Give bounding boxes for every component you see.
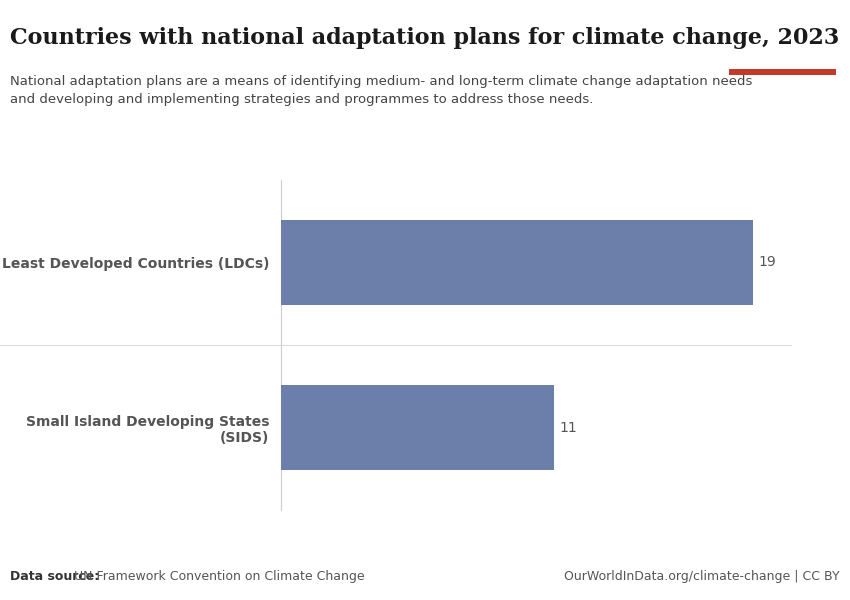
Bar	[280, 385, 554, 470]
Text: Data source:: Data source:	[10, 570, 99, 583]
Bar	[280, 220, 753, 305]
Text: 19: 19	[758, 256, 776, 269]
Text: Our World
in Data: Our World in Data	[749, 22, 816, 52]
Text: Countries with national adaptation plans for climate change, 2023: Countries with national adaptation plans…	[10, 27, 840, 49]
Text: OurWorldInData.org/climate-change | CC BY: OurWorldInData.org/climate-change | CC B…	[564, 570, 840, 583]
Text: 11: 11	[559, 421, 577, 434]
Text: UN Framework Convention on Climate Change: UN Framework Convention on Climate Chang…	[70, 570, 365, 583]
Text: National adaptation plans are a means of identifying medium- and long-term clima: National adaptation plans are a means of…	[10, 75, 752, 106]
Bar	[729, 69, 836, 75]
